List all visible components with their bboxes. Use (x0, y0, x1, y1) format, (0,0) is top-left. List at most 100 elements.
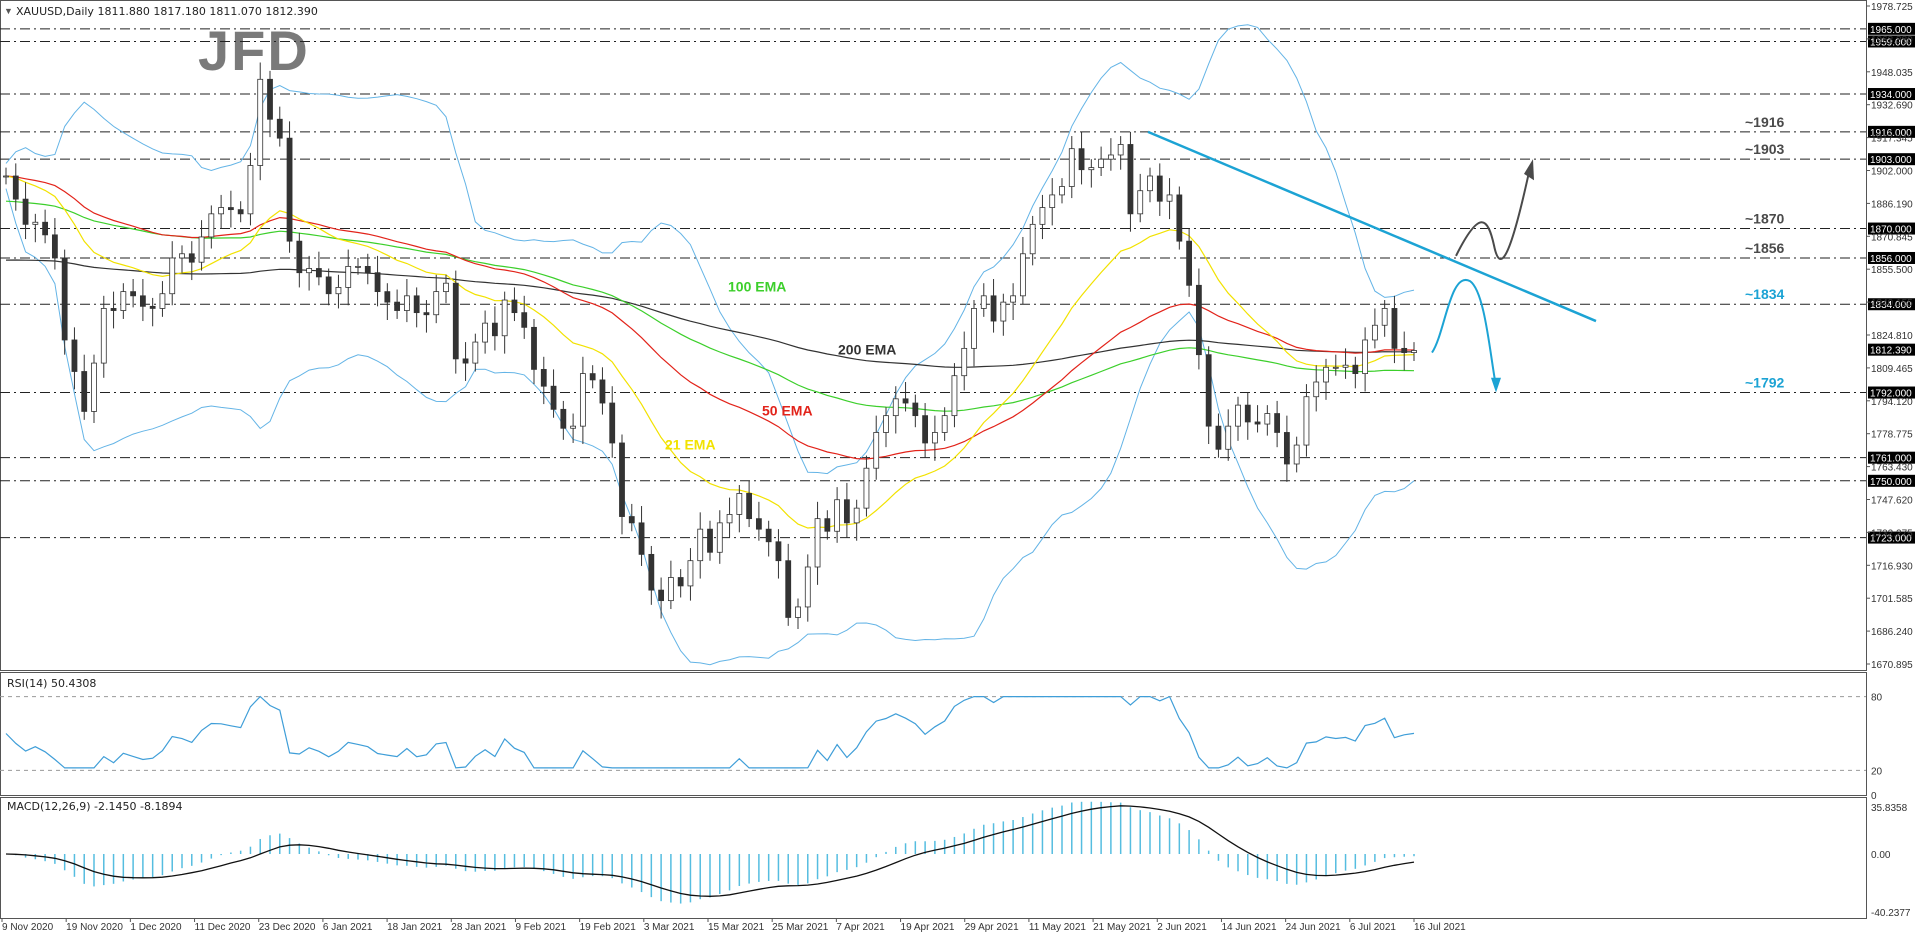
level-label: ~1834 (1745, 286, 1785, 302)
macd-tick-label: 35.8358 (1871, 803, 1908, 814)
bear-candle (51, 234, 58, 259)
x-tick-label: 14 Jun 2021 (1221, 922, 1276, 933)
x-tick-label: 18 Jan 2021 (387, 922, 442, 933)
bull-candle (853, 507, 860, 524)
bear-candle (775, 541, 782, 562)
bear-candle (550, 385, 557, 410)
y-tick-label: 1778.775 (1871, 430, 1913, 441)
bull-candle (726, 514, 733, 524)
bull-candle (1098, 158, 1105, 168)
bull-candle (961, 347, 968, 377)
level-price-tag (1868, 474, 1915, 487)
bear-candle (589, 373, 596, 381)
bear-candle (843, 499, 850, 524)
bull-candle (120, 291, 127, 311)
bear-candle (276, 118, 283, 139)
bull-candle (91, 362, 97, 412)
arrow-head-icon (1491, 377, 1501, 393)
bear-candle (648, 553, 655, 591)
bear-candle (746, 493, 753, 520)
bear-candle (374, 272, 381, 293)
bear-candle (707, 528, 713, 553)
level-price-tag (1868, 298, 1915, 311)
bear-candle (765, 528, 772, 543)
y-tick-label: 1824.810 (1871, 331, 1913, 342)
bull-candle (804, 566, 811, 608)
bull-candle (1147, 175, 1153, 192)
bear-candle (81, 371, 88, 412)
x-tick-label: 2 Jun 2021 (1157, 922, 1207, 933)
bear-candle (462, 358, 469, 364)
y-tick-label: 1794.120 (1871, 397, 1913, 408)
y-tick-label: 1840.155 (1871, 298, 1913, 309)
y-tick-label: 1963.380 (1871, 35, 1913, 46)
bear-candle (1176, 194, 1183, 242)
bull-candle (667, 577, 674, 602)
bull-candle (257, 78, 264, 166)
x-tick-label: 25 Mar 2021 (772, 922, 829, 933)
bear-candle (1215, 425, 1222, 450)
bull-candle (335, 287, 342, 295)
bear-candle (22, 198, 29, 225)
x-tick-label: 6 Jul 2021 (1350, 922, 1397, 933)
rsi-tick-label: 20 (1871, 766, 1883, 777)
rsi-tick-label: 0 (1871, 791, 1877, 802)
bull-candle (472, 341, 479, 364)
y-tick-label: 1917.345 (1871, 134, 1913, 145)
bear-candle (1352, 364, 1359, 375)
x-tick-label: 23 Dec 2020 (259, 922, 316, 933)
y-tick-label: 1701.585 (1871, 594, 1913, 605)
level-price-tag (1868, 531, 1915, 544)
bear-candle (61, 257, 68, 341)
ema-label: 100 EMA (728, 279, 786, 295)
bear-candle (628, 516, 635, 524)
bull-candle (736, 493, 743, 515)
level-price-tag-text: 1965.000 (1870, 25, 1912, 36)
bull-candle (1059, 186, 1065, 196)
bull-candle (971, 308, 977, 349)
bull-candle (1313, 381, 1320, 398)
bull-candle (198, 236, 205, 263)
bear-candle (599, 379, 606, 404)
ema-label: 50 EMA (762, 403, 813, 419)
y-tick-label: 1978.725 (1871, 2, 1913, 13)
bear-candle (491, 322, 498, 337)
bear-candle (1205, 354, 1212, 427)
level-label: ~1870 (1745, 211, 1785, 227)
x-tick-label: 29 Apr 2021 (965, 922, 1019, 933)
bear-candle (1244, 404, 1251, 423)
bull-candle (1049, 194, 1056, 208)
y-tick-label: 1763.430 (1871, 463, 1913, 474)
bull-candle (834, 499, 841, 532)
x-tick-label: 21 May 2021 (1093, 922, 1151, 933)
y-tick-label: 1886.190 (1871, 199, 1913, 210)
bull-candle (1342, 364, 1349, 368)
y-tick-label: 1855.500 (1871, 265, 1913, 276)
level-price-tag (1868, 222, 1915, 235)
x-tick-label: 1 Dec 2020 (130, 922, 182, 933)
ema-100-line (5, 200, 1415, 412)
bear-candle (511, 299, 518, 314)
bear-candle (452, 282, 459, 360)
bear-candle (1401, 347, 1408, 353)
bear-candle (824, 518, 831, 532)
x-tick-label: 11 May 2021 (1029, 922, 1087, 933)
x-tick-label: 15 Mar 2021 (708, 922, 765, 933)
bull-candle (1411, 350, 1417, 353)
main-panel-frame (0, 0, 1867, 671)
bear-candle (384, 291, 391, 303)
x-tick-label: 19 Nov 2020 (66, 922, 123, 933)
chevron-down-icon[interactable]: ▼ (4, 6, 13, 16)
bull-candle (941, 415, 948, 433)
y-tick-label: 1948.035 (1871, 68, 1913, 79)
x-tick-label: 28 Jan 2021 (451, 922, 506, 933)
bear-candle (394, 301, 401, 311)
current-price-text: 1812.390 (1870, 346, 1912, 357)
bull-candle (980, 295, 987, 309)
bear-candle (237, 209, 244, 215)
bear-candle (1186, 240, 1193, 286)
bull-candle (883, 415, 889, 433)
bull-candle (218, 207, 225, 215)
bear-candle (902, 398, 909, 404)
